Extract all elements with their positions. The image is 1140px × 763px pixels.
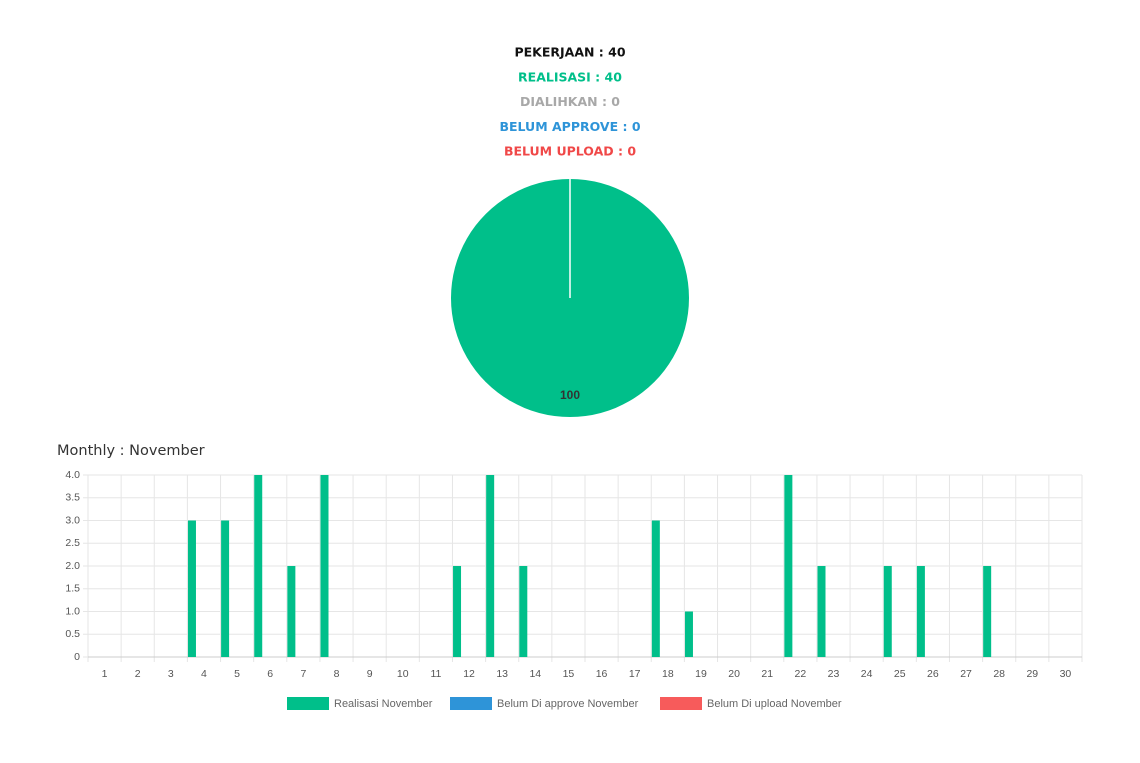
x-tick-label: 6 [267,668,273,680]
x-tick-label: 5 [234,668,240,680]
bar [883,566,892,657]
x-tick-label: 18 [662,668,674,680]
x-tick-label: 24 [861,668,873,680]
summary-line: BELUM UPLOAD : 0 [504,144,636,159]
bar [453,566,462,657]
y-tick-label: 0.5 [65,628,80,640]
y-tick-label: 0 [74,651,80,663]
x-tick-label: 9 [367,668,373,680]
y-tick-label: 2.5 [65,537,80,549]
x-tick-label: 12 [463,668,475,680]
x-tick-label: 27 [960,668,972,680]
x-tick-label: 13 [496,668,508,680]
bar [519,566,528,657]
x-tick-label: 21 [761,668,773,680]
bar [287,566,296,657]
bar [486,475,495,657]
legend-swatch [660,697,702,710]
summary-line: DIALIHKAN : 0 [520,94,620,109]
x-tick-label: 19 [695,668,707,680]
x-tick-label: 28 [993,668,1005,680]
bar [651,520,660,657]
y-tick-label: 2.0 [65,560,80,572]
y-tick-label: 1.5 [65,583,80,595]
x-tick-label: 25 [894,668,906,680]
chart-title: Monthly : November [57,443,205,459]
legend-swatch [287,697,329,710]
x-tick-label: 2 [135,668,141,680]
x-tick-label: 29 [1026,668,1038,680]
bar [983,566,992,657]
bar [784,475,793,657]
x-tick-label: 3 [168,668,174,680]
bar [817,566,826,657]
legend-label: Belum Di upload November [707,698,842,710]
bar [320,475,329,657]
x-tick-label: 23 [828,668,840,680]
x-tick-label: 7 [300,668,306,680]
x-tick-label: 16 [596,668,608,680]
summary-line: REALISASI : 40 [518,69,622,84]
bar [254,475,263,657]
x-tick-label: 22 [795,668,807,680]
slice-label: 100 [560,388,580,402]
x-tick-label: 10 [397,668,409,680]
legend-swatch [450,697,492,710]
x-tick-label: 15 [563,668,575,680]
x-tick-label: 17 [629,668,641,680]
x-tick-label: 26 [927,668,939,680]
x-tick-label: 20 [728,668,740,680]
bar [187,520,196,657]
summary-line: PEKERJAAN : 40 [514,45,625,60]
x-tick-label: 30 [1060,668,1072,680]
x-tick-label: 8 [334,668,340,680]
bar [221,520,230,657]
x-tick-label: 14 [529,668,541,680]
y-tick-label: 3.0 [65,514,80,526]
bar [684,611,693,657]
x-tick-label: 11 [430,668,441,680]
bar [916,566,925,657]
x-tick-label: 4 [201,668,207,680]
legend-label: Belum Di approve November [497,698,639,710]
y-tick-label: 3.5 [65,492,80,504]
summary-line: BELUM APPROVE : 0 [499,119,640,134]
y-tick-label: 1.0 [65,605,80,617]
x-tick-label: 1 [102,668,108,680]
legend-label: Realisasi November [334,698,433,710]
y-tick-label: 4.0 [65,469,80,481]
